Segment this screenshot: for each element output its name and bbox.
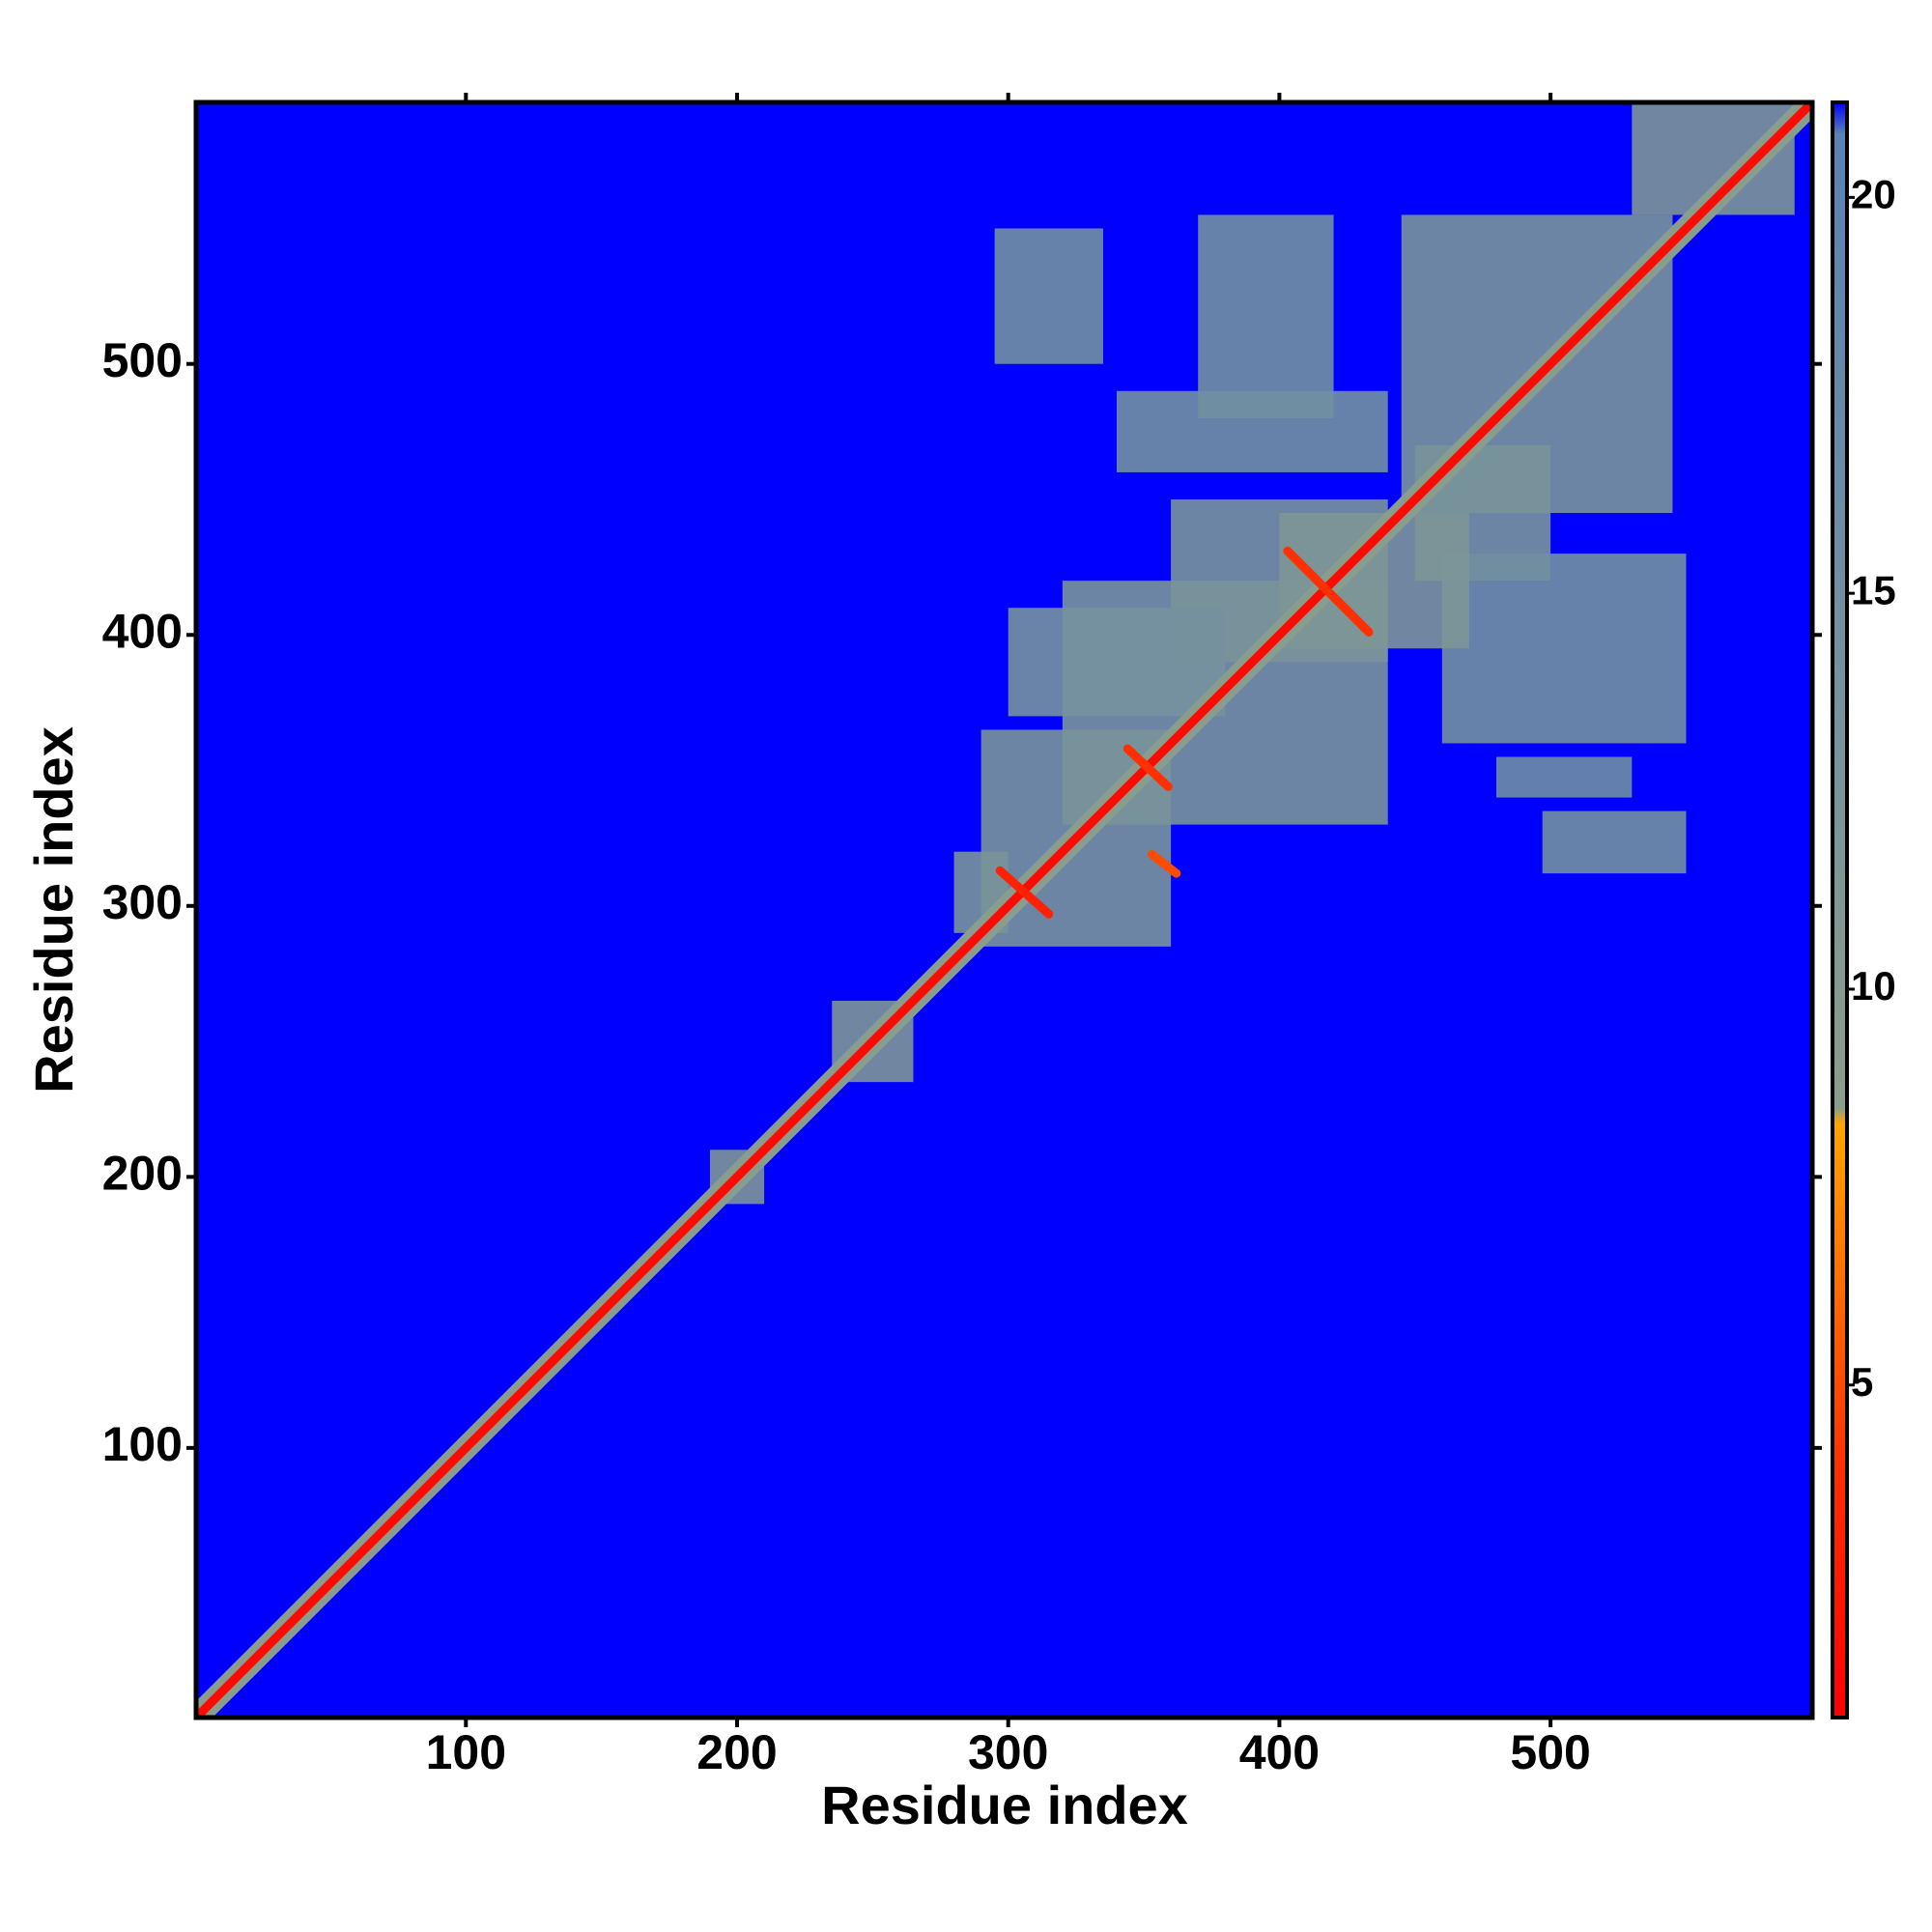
x-tick-label: 400	[1239, 1725, 1320, 1779]
contact-line	[196, 102, 1812, 1718]
contact-region	[1116, 390, 1388, 472]
colorbar-tick-label: 15	[1851, 567, 1896, 612]
plot-frame	[193, 99, 1815, 1720]
x-tick-label: 200	[696, 1725, 777, 1779]
y-tick-label: 400	[102, 604, 183, 658]
colorbar-tick-label: 5	[1851, 1359, 1873, 1405]
colorbar-tick-label: 20	[1851, 171, 1896, 216]
contact-line	[995, 866, 1054, 919]
colorbar	[1831, 100, 1849, 1719]
contact-region	[1008, 608, 1226, 717]
x-tick-label: 500	[1510, 1725, 1590, 1779]
contact-region	[994, 228, 1103, 364]
x-tick-label: 300	[968, 1725, 1048, 1779]
y-tick-label: 500	[102, 333, 183, 387]
contact-region	[1542, 810, 1687, 874]
y-axis-title: Residue index	[23, 726, 84, 1094]
contact-region	[1495, 756, 1633, 798]
contact-region	[1441, 554, 1687, 744]
contact-line	[1283, 546, 1374, 637]
y-tick-label: 200	[102, 1147, 183, 1201]
colorbar-tick-label: 10	[1851, 963, 1896, 1009]
contact-region	[1198, 214, 1334, 418]
contact-line	[1147, 849, 1181, 878]
y-tick-label: 300	[102, 875, 183, 929]
y-tick-label: 100	[102, 1417, 183, 1471]
heatmap	[196, 102, 1812, 1718]
x-tick-label: 100	[426, 1725, 506, 1779]
contact-line	[1122, 744, 1173, 791]
x-axis-title: Residue index	[821, 1775, 1188, 1835]
